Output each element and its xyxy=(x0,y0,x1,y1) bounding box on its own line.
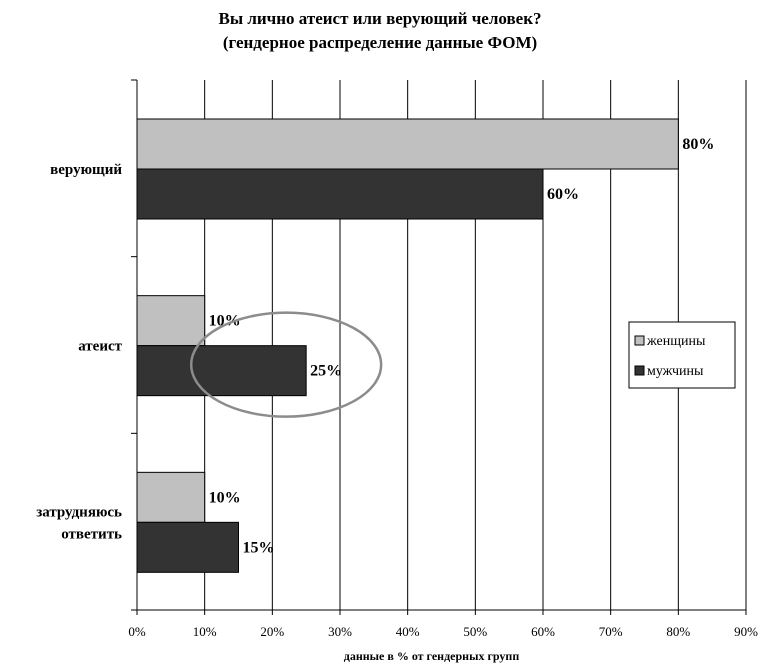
data-label: 60% xyxy=(547,186,579,203)
chart-title-line-2: (гендерное распределение данные ФОМ) xyxy=(222,33,538,52)
bar-men xyxy=(136,345,307,397)
highlight-ellipse xyxy=(189,311,383,418)
legend-swatch xyxy=(634,365,645,376)
bar-women xyxy=(136,295,206,347)
x-axis-label: данные в % от гендерных групп xyxy=(344,649,520,663)
data-label: 10% xyxy=(209,313,241,330)
legend-label: женщины xyxy=(646,334,706,349)
x-tick-label: 0% xyxy=(128,624,146,639)
x-tick-label: 20% xyxy=(260,624,284,639)
bar-women xyxy=(136,118,679,170)
x-tick-label: 40% xyxy=(396,624,420,639)
x-tick-label: 30% xyxy=(328,624,352,639)
x-tick-label: 10% xyxy=(193,624,217,639)
data-label: 25% xyxy=(310,363,342,380)
bar-men xyxy=(136,521,239,573)
legend-swatch xyxy=(634,335,645,346)
chart-title-line-1: Вы лично атеист или верующий человек? xyxy=(218,9,542,28)
x-tick-label: 60% xyxy=(531,624,555,639)
x-tick-label: 90% xyxy=(734,624,758,639)
x-tick-label: 50% xyxy=(463,624,487,639)
category-label: затрудняюсь xyxy=(36,504,122,520)
x-tick-label: 80% xyxy=(666,624,690,639)
legend-box xyxy=(628,321,736,389)
x-tick-label: 70% xyxy=(599,624,623,639)
legend-label: мужчины xyxy=(647,364,704,379)
data-label: 10% xyxy=(209,489,241,506)
bar-men xyxy=(136,168,544,220)
bar-women xyxy=(136,471,206,523)
category-label: атеист xyxy=(78,339,122,355)
data-label: 15% xyxy=(243,539,275,556)
category-label: ответить xyxy=(61,526,122,542)
data-label: 80% xyxy=(682,136,714,153)
category-label: верующий xyxy=(50,162,122,178)
